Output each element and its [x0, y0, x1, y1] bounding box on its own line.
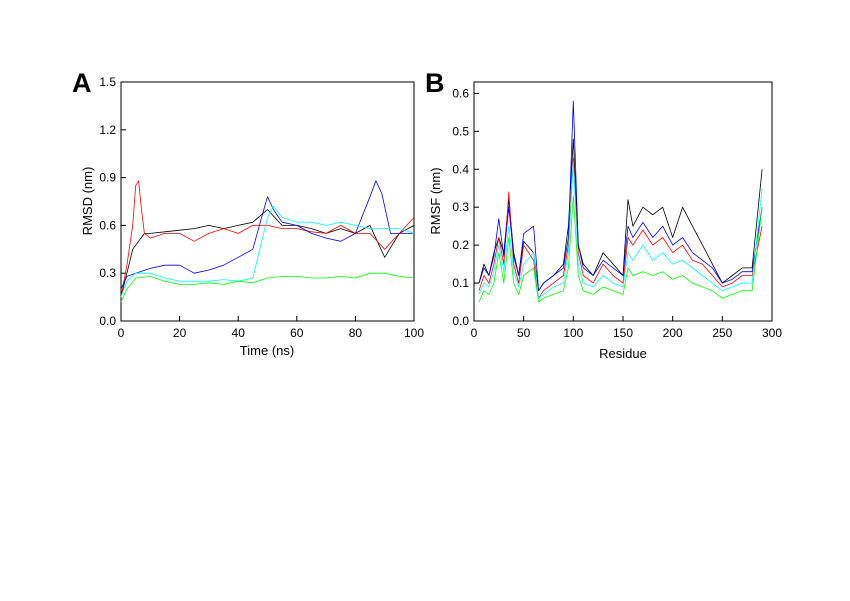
- rmsd-x-axis-title: Time (ns): [240, 343, 294, 358]
- rmsd-y-axis-title: RMSD (nm): [80, 167, 95, 236]
- panel-letter-b: B: [425, 68, 445, 98]
- rmsf-y-axis-title: RMSF (nm): [428, 167, 443, 234]
- rmsd-x-tick-label: 60: [290, 326, 304, 340]
- rmsd-y-tick-label: 0.0: [99, 314, 116, 328]
- rmsf-x-tick-label: 250: [712, 326, 732, 340]
- rmsf-x-tick-label: 150: [613, 326, 633, 340]
- rmsf-y-tick-label: 0.3: [452, 200, 469, 214]
- rmsf-series-line-5: [478, 195, 763, 303]
- rmsf-y-tick-label: 0.0: [452, 314, 469, 328]
- rmsf-panel: B Residue RMSF (nm) 0 50 100 150 200 250 300 0.…: [425, 68, 782, 361]
- rmsf-series-lines: [478, 100, 763, 303]
- rmsf-series-line-1: [478, 138, 763, 292]
- rmsd-x-tick-label: 80: [349, 326, 363, 340]
- rmsf-x-tick-label: 50: [517, 326, 531, 340]
- rmsf-y-tick-label: 0.6: [452, 86, 469, 100]
- rmsd-series-line-2: [120, 180, 415, 298]
- rmsd-y-tick-label: 1.2: [99, 123, 116, 137]
- rmsf-x-tick-label: 100: [563, 326, 583, 340]
- rmsf-ticks: 0 50 100 150 200 250 300 0.0 0.1 0.2 0.3 0.4 0.5 0.6: [452, 86, 782, 340]
- rmsd-series-line-3: [120, 180, 414, 290]
- rmsd-y-tick-label: 0.9: [99, 171, 116, 185]
- rmsd-plot-frame: [120, 81, 415, 322]
- rmsf-y-tick-label: 0.2: [452, 238, 469, 252]
- rmsd-x-tick-label: 20: [173, 326, 187, 340]
- rmsf-series-line-2: [478, 157, 763, 299]
- rmsd-panel: A Time (ns) RMSD (nm) 0 20 40 60 80 100 0.0 0.3…: [72, 68, 424, 358]
- rmsd-x-tick-label: 100: [404, 326, 424, 340]
- rmsf-y-tick-label: 0.1: [452, 276, 469, 290]
- rmsd-y-tick-label: 1.5: [99, 75, 116, 89]
- rmsf-x-tick-label: 0: [471, 326, 478, 340]
- rmsf-x-tick-label: 300: [762, 326, 782, 340]
- rmsd-ticks: 0 20 40 60 80 100 0.0 0.3 0.6 0.9 1.2 1.5: [99, 75, 424, 340]
- rmsd-series-line-4: [120, 205, 415, 298]
- rmsd-x-tick-label: 0: [118, 326, 125, 340]
- rmsd-series-line-1: [120, 209, 415, 298]
- rmsf-x-axis-title: Residue: [599, 346, 647, 361]
- rmsf-x-tick-label: 200: [663, 326, 683, 340]
- rmsd-y-tick-label: 0.6: [99, 218, 116, 232]
- rmsf-series-line-3: [478, 100, 763, 292]
- rmsd-series-lines: [120, 180, 415, 303]
- rmsf-series-line-4: [478, 161, 763, 299]
- rmsd-x-tick-label: 40: [232, 326, 246, 340]
- rmsf-y-tick-label: 0.4: [452, 162, 469, 176]
- rmsd-y-tick-label: 0.3: [99, 266, 116, 280]
- rmsd-series-line-5: [120, 272, 415, 303]
- rmsf-y-tick-label: 0.5: [452, 124, 469, 138]
- panel-letter-a: A: [72, 68, 92, 98]
